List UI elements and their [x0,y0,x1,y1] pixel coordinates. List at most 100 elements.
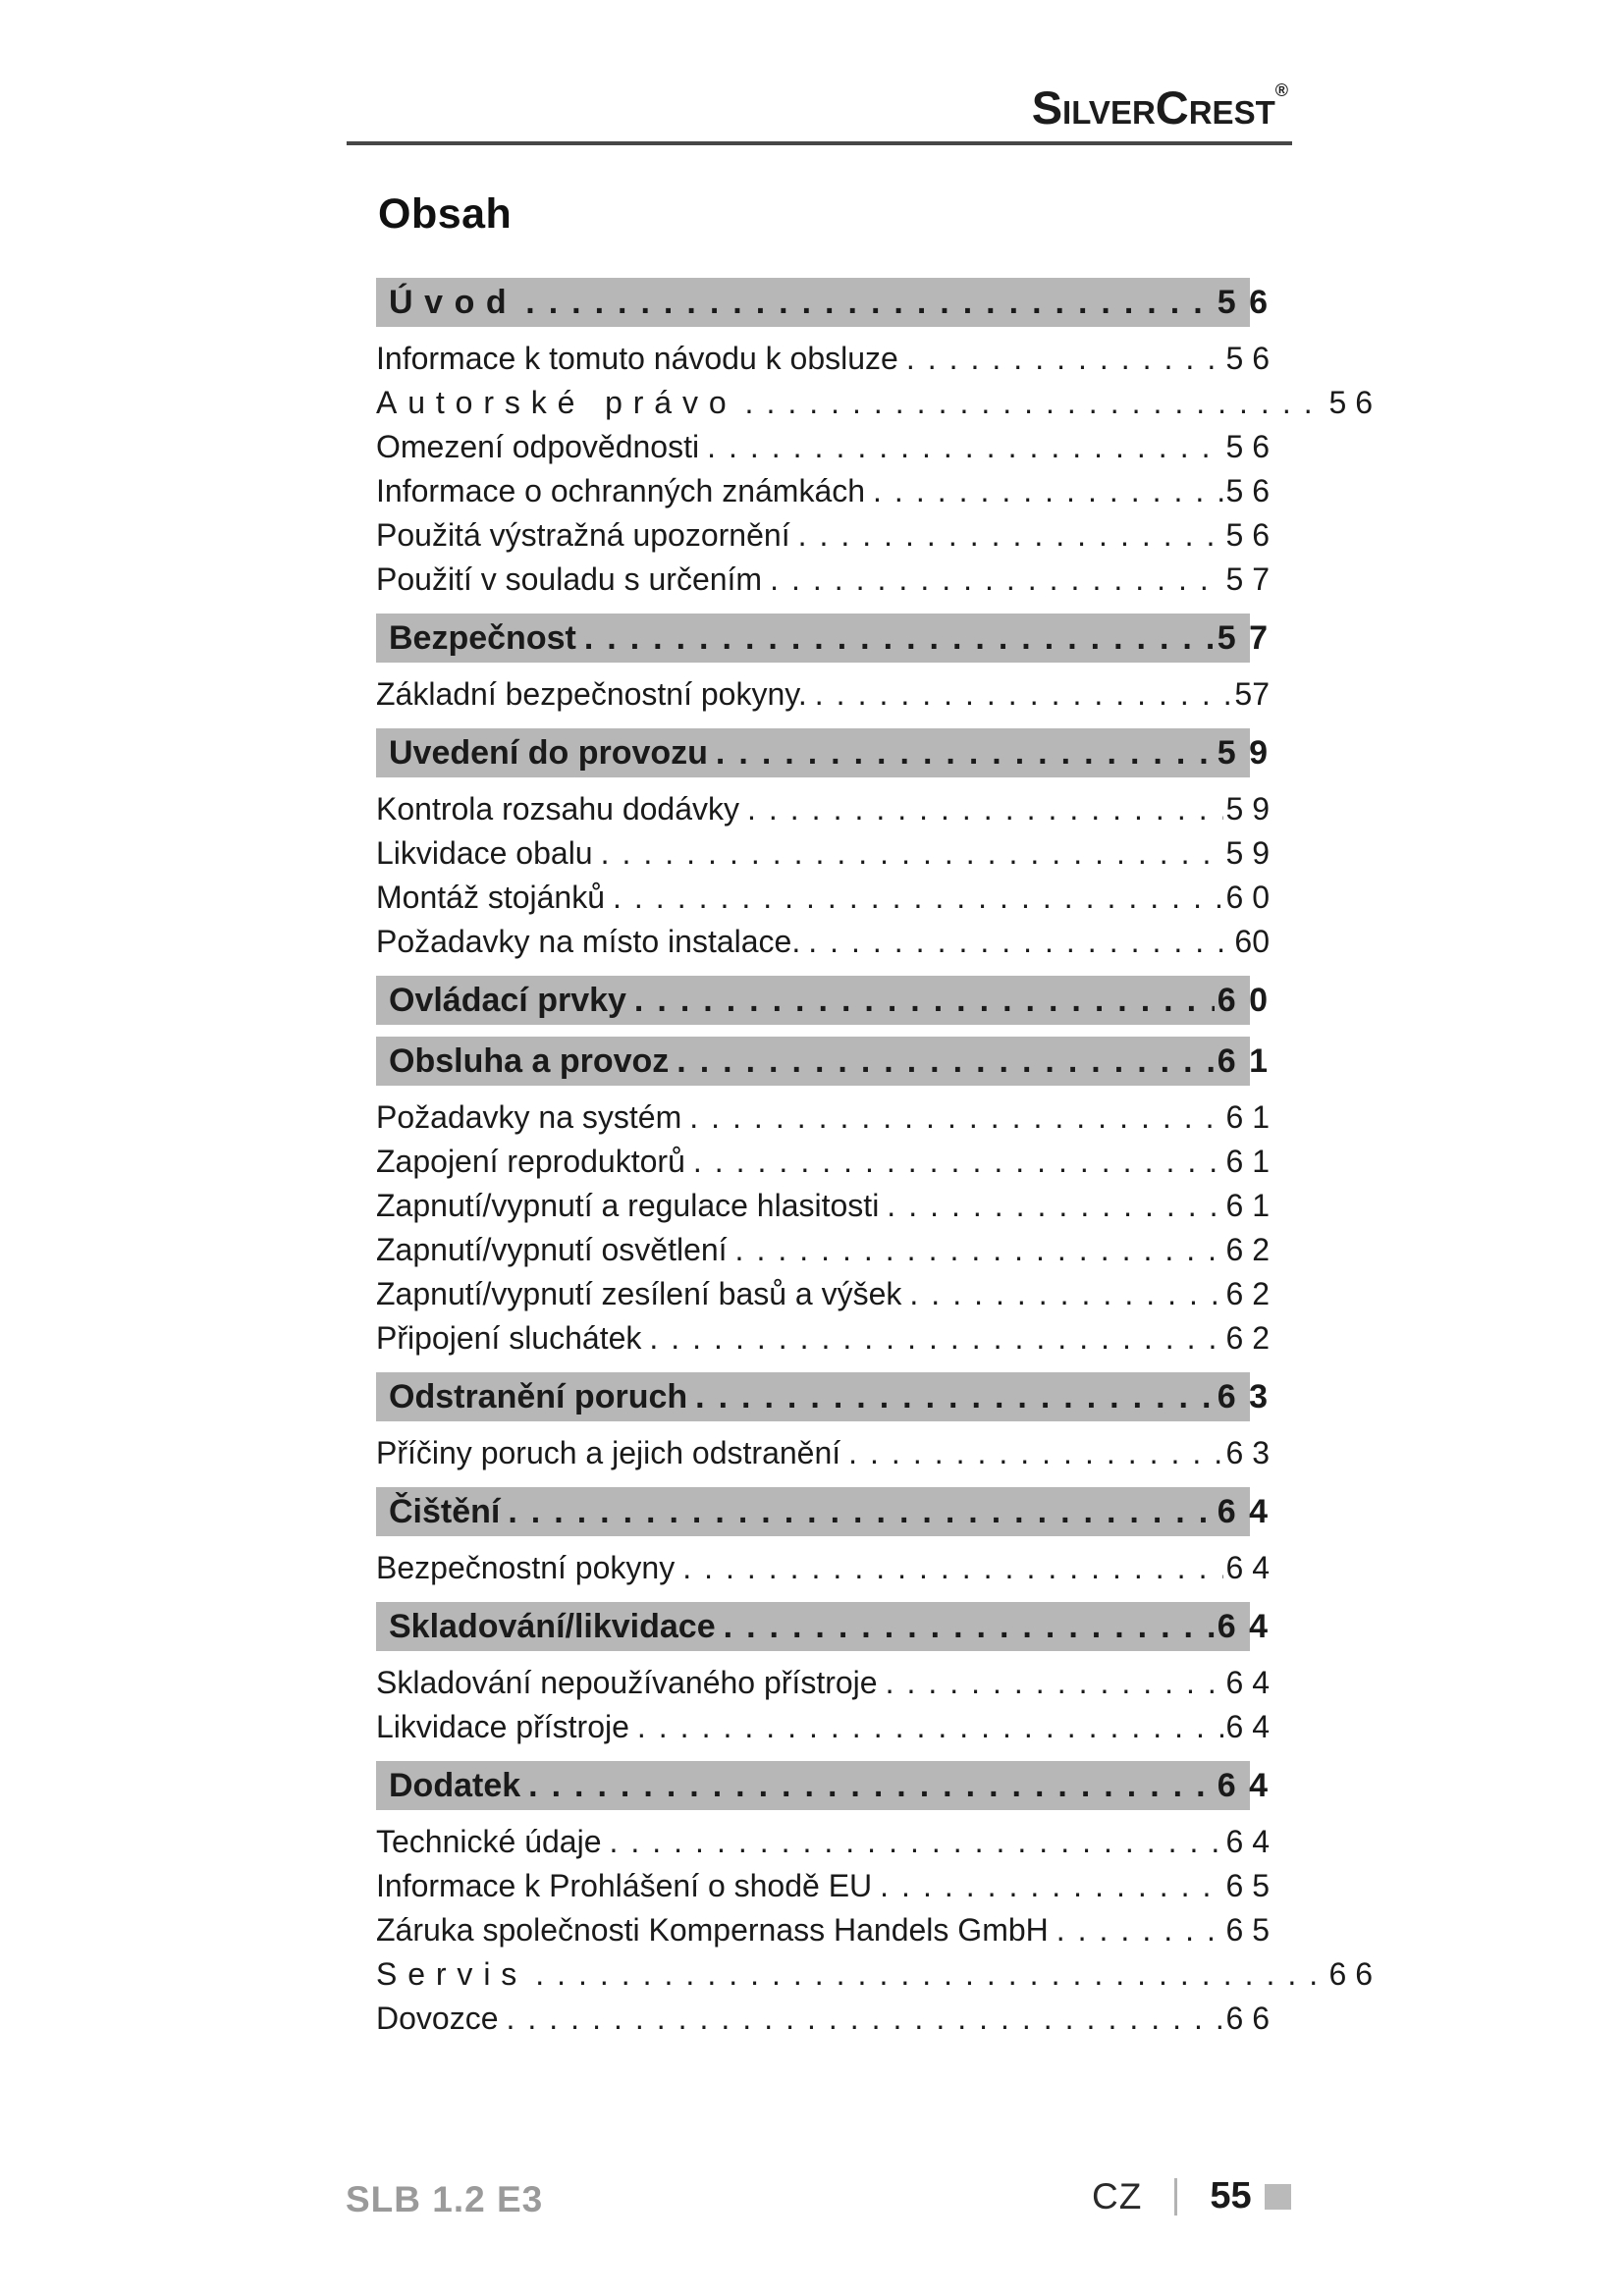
toc-label: Použitá výstražná upozornění [376,517,790,553]
toc-label: Obsluha a provoz [389,1042,670,1080]
dot-leader [601,831,1223,876]
footer-divider [1174,2177,1178,2216]
dot-leader [707,425,1222,469]
toc-page-number: 57 [1234,676,1270,712]
dot-leader [682,1546,1222,1590]
toc-label: Požadavky na místo instalace. [376,924,801,959]
toc-label: Informace k tomuto návodu k obsluze [376,341,898,376]
toc-label: Čištění [389,1493,501,1530]
dot-leader [735,1228,1223,1272]
toc-page-number: 5 6 [1328,385,1373,420]
toc-section-row: Čištění 6 4 [376,1487,1270,1536]
toc-section-row: Skladování/likvidace 6 4 [376,1602,1270,1651]
dot-leader [724,1602,1215,1651]
dot-leader [909,1272,1222,1316]
toc-page-number: 5 6 [1225,429,1270,464]
silvercrest-logo: SilverCrest® [1032,80,1288,134]
toc-label: Skladování/likvidace [389,1608,716,1645]
toc-page-number: 5 6 [1225,341,1270,376]
toc-label: Informace k Prohlášení o shodě EU [376,1868,873,1903]
toc-label: Servis [376,1956,528,1992]
toc-page-number: 6 4 [1217,1608,1270,1645]
toc-page-number: 6 3 [1225,1435,1270,1470]
toc-label: Ovládací prvky [389,982,626,1019]
toc-entry-row: Skladování nepoužívaného přístroje 6 4 [376,1661,1270,1705]
toc-entry-row: Požadavky na systém 6 1 [376,1095,1270,1140]
toc-label: Montáž stojánků [376,880,606,915]
toc-label: Dovozce [376,2001,499,2036]
dot-leader [649,1316,1222,1361]
toc-label: Použití v souladu s určením [376,561,763,597]
toc-page-number: 6 2 [1225,1320,1270,1356]
toc-entry-row: Technické údaje 6 4 [376,1820,1270,1864]
toc-entry-row: Servis 6 6 [376,1952,1373,1997]
toc-label: Omezení odpovědnosti [376,429,700,464]
dot-leader [887,1184,1222,1228]
toc-page-number: 5 6 [1225,473,1270,508]
dot-leader [693,1140,1223,1184]
toc-page-number: 6 5 [1225,1912,1270,1948]
dot-leader [584,614,1215,663]
toc-label: Odstranění poruch [389,1378,688,1415]
toc-entry-row: Zapnutí/vypnutí zesílení basů a výšek 6 2 [376,1272,1270,1316]
toc-page-number: 6 4 [1217,1767,1270,1804]
footer-right-group: CZ 55 [1092,2175,1291,2217]
toc-entry-row: Základní bezpečnostní pokyny. 57 [376,672,1270,717]
toc-entry-row: Informace o ochranných známkách 5 6 [376,469,1270,513]
language-code: CZ [1092,2175,1143,2216]
toc-entry-row: Požadavky na místo instalace. 60 [376,920,1270,964]
toc-entry-row: Bezpečnostní pokyny 6 4 [376,1546,1270,1590]
toc-section-row: Uvedení do provozu 5 9 [376,728,1270,777]
page-number: 55 [1210,2175,1252,2216]
model-number: SLB 1.2 E3 [346,2179,544,2219]
dot-leader [880,1864,1222,1908]
toc-page-number: 60 [1234,924,1270,959]
dot-leader [689,1095,1222,1140]
toc-page-number: 5 6 [1217,284,1270,321]
toc-page-number: 6 1 [1225,1144,1270,1179]
toc-label: Bezpečnost [389,619,576,657]
dot-leader [508,1487,1214,1536]
dot-leader [507,1997,1223,2041]
dot-leader [906,337,1223,381]
dot-leader [535,1952,1326,1997]
toc-label: Kontrola rozsahu dodávky [376,791,739,827]
dot-leader [716,728,1215,777]
toc-page-number: 6 1 [1225,1099,1270,1135]
toc-entry-row: Použitá výstražná upozornění 5 6 [376,513,1270,558]
toc-page-number: 6 4 [1225,1824,1270,1859]
dot-leader [745,381,1326,425]
toc-page-number: 6 5 [1225,1868,1270,1903]
dot-leader [695,1372,1215,1421]
dot-leader [873,469,1222,513]
toc-page-number: 5 7 [1217,619,1270,657]
toc-entry-row: Informace k tomuto návodu k obsluze 5 6 [376,337,1270,381]
dot-leader [808,920,1231,964]
toc-page-number: 6 4 [1225,1665,1270,1700]
registered-mark: ® [1274,80,1288,100]
dot-leader [528,1761,1215,1810]
dot-leader [677,1037,1214,1086]
toc-page-number: 6 2 [1225,1276,1270,1311]
dot-leader [634,976,1215,1025]
dot-leader [770,558,1222,602]
toc-entry-row: Zapnutí/vypnutí a regulace hlasitosti 6 1 [376,1184,1270,1228]
toc-label: Zapnutí/vypnutí osvětlení [376,1232,728,1267]
toc-section-row: Obsluha a provoz 6 1 [376,1037,1270,1086]
toc-page-number: 6 3 [1217,1378,1270,1415]
toc-page-number: 5 7 [1225,561,1270,597]
dot-leader [613,876,1223,920]
toc-label: Příčiny poruch a jejich odstranění [376,1435,841,1470]
header-rule [347,141,1292,145]
dot-leader [848,1431,1222,1475]
toc-entry-row: Příčiny poruch a jejich odstranění 6 3 [376,1431,1270,1475]
brand-name: SilverCrest [1031,81,1275,133]
toc-label: Požadavky na systém [376,1099,682,1135]
toc-entry-row: Autorské právo 5 6 [376,381,1373,425]
dot-leader [525,278,1214,327]
toc-label: Úvod [389,284,518,321]
toc-entry-row: Kontrola rozsahu dodávky 5 9 [376,787,1270,831]
toc-page-number: 6 2 [1225,1232,1270,1267]
